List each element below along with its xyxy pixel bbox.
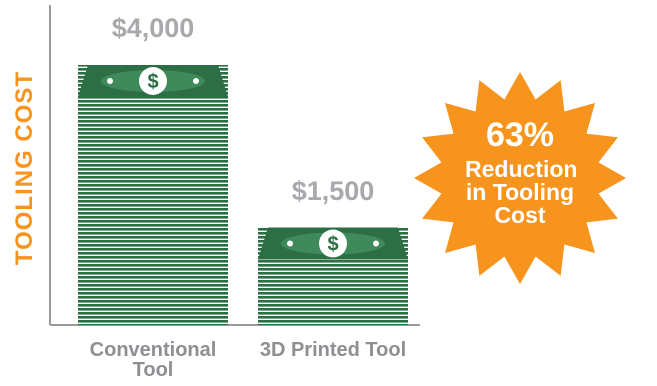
bill-dot — [193, 78, 199, 84]
x-tick-label: Conventional Tool — [89, 339, 217, 381]
bill-dot — [107, 78, 113, 84]
annotation-headline: 63% — [485, 116, 555, 154]
starburst — [414, 72, 626, 284]
annotation-text: Reduction in Tooling Cost — [465, 156, 578, 228]
bill-coin — [139, 67, 167, 95]
bill-dot — [287, 240, 293, 247]
value-label: $1,500 — [291, 175, 375, 206]
x-tick-label: 3D Printed Tool — [259, 339, 407, 361]
value-label: $4,000 — [111, 13, 195, 43]
bar — [78, 65, 228, 325]
bill-dot — [373, 240, 379, 247]
bill-symbol: $ — [327, 234, 338, 256]
y-axis-label: TOOLING COST — [11, 70, 38, 266]
bill-symbol: $ — [147, 71, 158, 93]
bill-coin — [319, 229, 347, 258]
